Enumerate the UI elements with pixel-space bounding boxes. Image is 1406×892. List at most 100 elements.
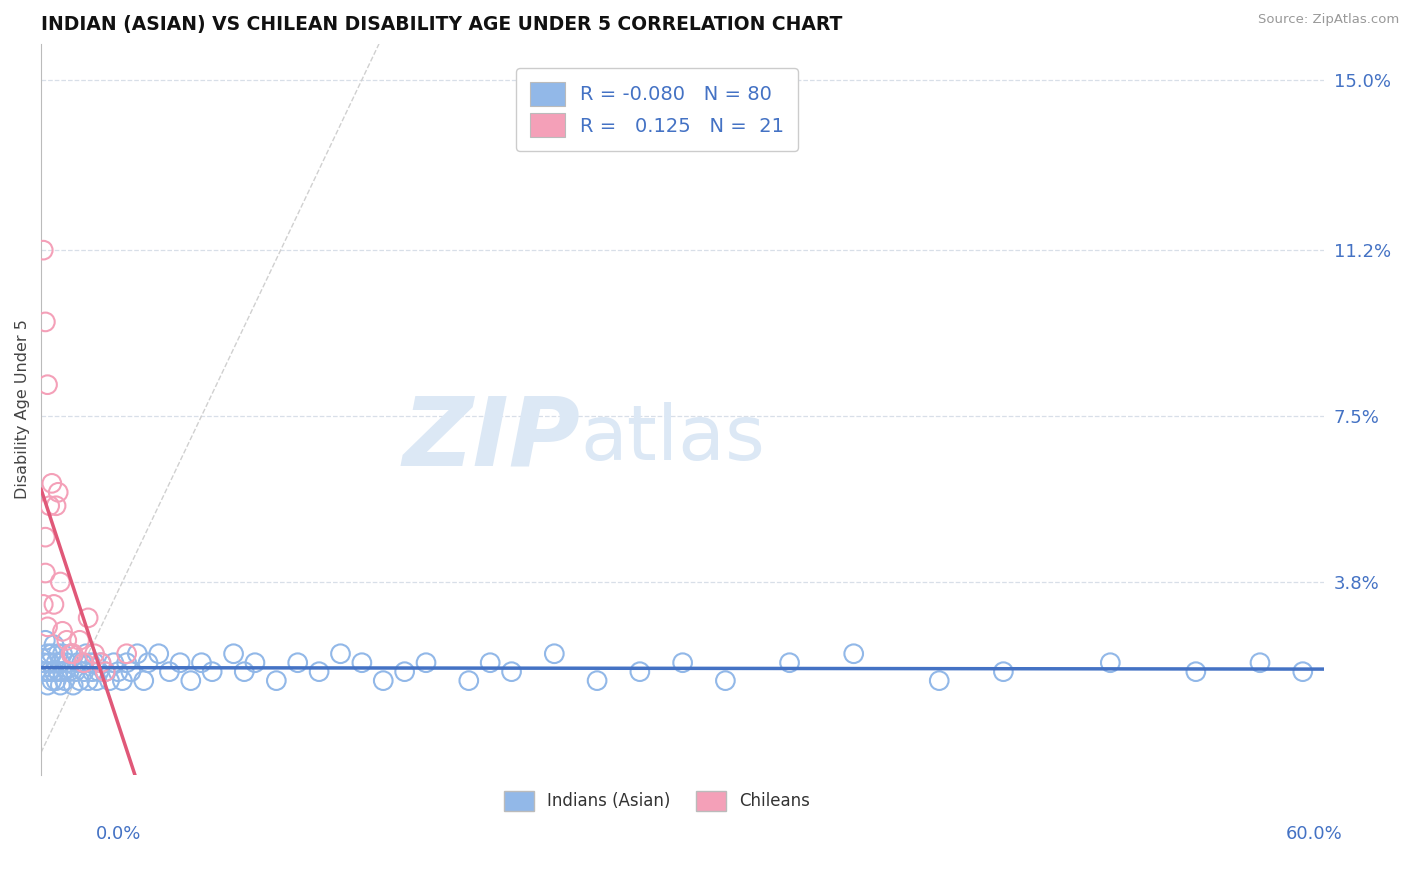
Point [37, 620, 59, 634]
Point [37, 647, 59, 661]
Point [993, 665, 1015, 679]
Point [628, 665, 651, 679]
Point [266, 673, 288, 688]
Point [70, 656, 93, 670]
Point [62, 678, 84, 692]
Point [51, 665, 73, 679]
Point [58, 665, 80, 679]
Point [132, 673, 155, 688]
Point [34, 315, 56, 329]
Point [1185, 665, 1208, 679]
Point [38, 656, 60, 670]
Point [222, 647, 245, 661]
Point [107, 665, 129, 679]
Point [501, 665, 523, 679]
Legend: Indians (Asian), Chileans: Indians (Asian), Chileans [498, 784, 817, 818]
Point [928, 673, 950, 688]
Point [37, 377, 59, 392]
Point [120, 665, 142, 679]
Point [83, 656, 105, 670]
Point [38, 665, 60, 679]
Point [586, 673, 609, 688]
Point [65, 665, 87, 679]
Point [60, 647, 83, 661]
Point [115, 647, 138, 661]
Point [73, 665, 96, 679]
Point [42, 665, 65, 679]
Point [77, 611, 100, 625]
Point [308, 665, 330, 679]
Point [49, 574, 72, 589]
Text: 0.0%: 0.0% [96, 825, 141, 843]
Point [37, 678, 59, 692]
Point [115, 656, 138, 670]
Point [148, 647, 170, 661]
Point [136, 656, 159, 670]
Point [55, 656, 77, 670]
Point [842, 647, 865, 661]
Point [1249, 656, 1271, 670]
Point [46, 647, 69, 661]
Point [111, 673, 134, 688]
Point [90, 656, 112, 670]
Point [41, 647, 63, 661]
Point [51, 647, 73, 661]
Point [41, 673, 63, 688]
Point [94, 665, 117, 679]
Point [69, 673, 91, 688]
Point [73, 656, 96, 670]
Text: Source: ZipAtlas.com: Source: ZipAtlas.com [1258, 13, 1399, 27]
Y-axis label: Disability Age Under 5: Disability Age Under 5 [15, 319, 30, 500]
Point [82, 665, 104, 679]
Point [457, 673, 479, 688]
Point [83, 647, 105, 661]
Point [169, 656, 191, 670]
Point [350, 656, 373, 670]
Point [1099, 656, 1122, 670]
Point [51, 624, 73, 639]
Point [42, 638, 65, 652]
Point [180, 673, 202, 688]
Text: atlas: atlas [581, 401, 765, 475]
Point [415, 656, 437, 670]
Point [34, 566, 56, 580]
Point [79, 656, 101, 670]
Point [45, 656, 67, 670]
Point [201, 665, 224, 679]
Text: INDIAN (ASIAN) VS CHILEAN DISABILITY AGE UNDER 5 CORRELATION CHART: INDIAN (ASIAN) VS CHILEAN DISABILITY AGE… [41, 15, 842, 34]
Point [672, 656, 695, 670]
Point [329, 647, 352, 661]
Point [34, 530, 56, 544]
Point [90, 656, 112, 670]
Point [373, 673, 395, 688]
Point [1292, 665, 1315, 679]
Point [190, 656, 212, 670]
Point [714, 673, 737, 688]
Point [233, 665, 256, 679]
Point [75, 647, 97, 661]
Point [779, 656, 801, 670]
Point [98, 673, 121, 688]
Text: ZIP: ZIP [402, 392, 581, 485]
Point [42, 598, 65, 612]
Point [49, 656, 72, 670]
Point [45, 673, 67, 688]
Point [49, 678, 72, 692]
Point [34, 633, 56, 648]
Point [87, 665, 110, 679]
Point [77, 673, 100, 688]
Point [55, 633, 77, 648]
Point [46, 665, 69, 679]
Point [543, 647, 565, 661]
Point [94, 665, 117, 679]
Text: 60.0%: 60.0% [1286, 825, 1343, 843]
Point [86, 673, 108, 688]
Point [46, 485, 69, 500]
Point [34, 665, 56, 679]
Point [66, 656, 89, 670]
Point [38, 499, 60, 513]
Point [32, 243, 55, 257]
Point [287, 656, 309, 670]
Point [60, 647, 83, 661]
Point [45, 499, 67, 513]
